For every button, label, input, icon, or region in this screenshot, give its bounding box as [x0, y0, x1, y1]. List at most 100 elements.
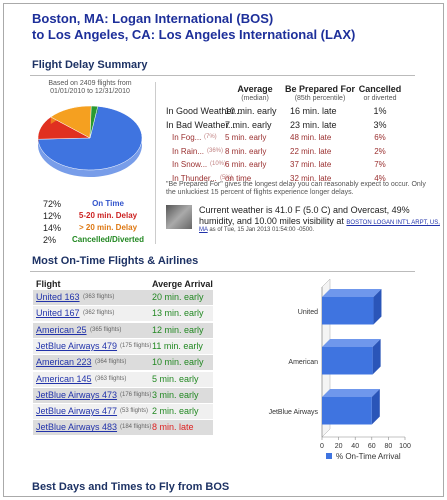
flight-link[interactable]: JetBlue Airways 477 [36, 406, 118, 417]
title: to Los Angeles, CA: Los Angeles Internat… [32, 27, 356, 42]
flight-count: (362 flights) [83, 310, 115, 317]
note: "Be Prepared For" gives the longest dela… [166, 181, 426, 188]
cell: 1% [373, 106, 387, 116]
column-subheader: or diverted [363, 95, 397, 102]
frame [3, 3, 444, 497]
cell: 37 min. late [290, 160, 332, 169]
flight-link[interactable]: American 223 [36, 357, 92, 368]
arrival: 10 min. early [152, 357, 204, 368]
flight-count: (175 flights) [120, 342, 152, 349]
flight-link[interactable]: American 145 [36, 373, 92, 384]
legend-swatch [326, 453, 332, 459]
y-tick-label: JetBlue Airways [269, 409, 319, 416]
column-subheader: (85th percentile) [294, 95, 346, 102]
based-on: Based on 2409 flights from [48, 80, 132, 87]
table-row [33, 338, 213, 354]
flight-count: (184 flights) [120, 424, 152, 431]
weather-text: Current weather is 41.0 F (5.0 C) and Ov… [199, 205, 410, 215]
column-subheader: (median) [241, 95, 269, 102]
flight-link[interactable]: JetBlue Airways 479 [36, 340, 118, 351]
arrival: 3 min. early [152, 389, 199, 400]
cell: 32 min. late [290, 173, 332, 183]
legend-value: 2% [43, 235, 57, 245]
weather-time: as of Tue, 15 Jan 2013 01:54:00 -0500. [209, 227, 315, 233]
title: Boston, MA: Logan International (BOS) [32, 11, 274, 26]
cell: 6 min. early [225, 160, 267, 169]
weather-text: humidity, and 10.00 miles visibility at [199, 216, 344, 226]
cell: 23 min. late [290, 119, 337, 130]
rule [30, 75, 415, 76]
cell: 5 min. early [225, 133, 267, 142]
cell: 8 min. early [225, 146, 267, 156]
x-tick-label: 40 [351, 443, 359, 450]
flight-count: (53 flights) [120, 408, 149, 415]
section-heading: Flight Delay Summary [32, 59, 148, 71]
row-label: In Snow... [172, 160, 208, 169]
bar [322, 397, 372, 425]
cell: 2% [374, 146, 386, 156]
row-label: In Rain... [172, 146, 205, 156]
bar-top [322, 339, 381, 347]
arrival: 13 min. early [152, 308, 204, 319]
row-label: In Good Weather... [166, 106, 242, 116]
cell: 3% [373, 119, 387, 130]
arrival: 5 min. early [152, 373, 199, 384]
weather-link[interactable]: BOSTON LOGAN INT'L ARPT, US, [346, 220, 440, 226]
note: the unluckiest 15 percent of flights exp… [166, 189, 354, 196]
bar [322, 347, 373, 375]
divider [155, 82, 156, 244]
rule [30, 271, 415, 272]
table-row [33, 322, 213, 338]
legend-label: Cancelled/Diverted [71, 235, 145, 244]
arrival: 20 min. early [152, 292, 204, 302]
weather-time: MA as of Tue, 15 Jan 2013 01:54:00 -0500… [199, 227, 314, 233]
section-heading: Most On-Time Flights & Airlines [32, 255, 199, 267]
legend-label: On Time [92, 199, 124, 208]
bar-top [322, 289, 382, 297]
flight-link[interactable]: United 167 [36, 308, 80, 319]
column-header: Average [237, 84, 273, 94]
legend-value: 72% [43, 199, 62, 209]
flight-link[interactable]: JetBlue Airways 483 [36, 422, 118, 433]
y-tick-label: United [298, 309, 318, 316]
row-label: In Bad Weather... [166, 119, 236, 130]
table-row [33, 420, 213, 436]
flight-link[interactable]: JetBlue Airways 473 [36, 389, 118, 400]
flight-count: (176 flights) [120, 391, 152, 398]
x-tick-label: 0 [320, 443, 324, 450]
row-share: (36%) [207, 147, 224, 154]
weather-icon [166, 205, 192, 229]
arrival: 11 min. early [152, 340, 203, 351]
cell: 22 min. late [290, 146, 332, 156]
flight-link[interactable]: United 163 [36, 292, 80, 302]
table-row [33, 404, 213, 420]
weather-link[interactable]: MA [199, 227, 208, 233]
row-label: In Fog... [172, 133, 202, 142]
x-tick-label: 80 [385, 443, 393, 450]
flight-link[interactable]: American 25 [36, 324, 87, 335]
cell: 7% [374, 160, 386, 169]
pie-slice [89, 105, 99, 139]
y-tick-label: American [288, 359, 318, 366]
column-header: Be Prepared For [284, 84, 356, 94]
flight-count: (364 flights) [95, 359, 127, 366]
legend-label: 5-20 min. Delay [78, 211, 138, 220]
cell: 6% [374, 133, 386, 142]
based-on: 01/01/2010 to 12/31/2010 [50, 88, 130, 95]
legend-value: 14% [43, 223, 62, 233]
weather-text: humidity, and 10.00 miles visibility at … [199, 216, 440, 226]
arrival: 12 min. early [152, 324, 204, 335]
arrival: 2 min. early [152, 406, 199, 417]
cell: 7 min. early [225, 119, 272, 130]
row-label: In Thunder... [172, 173, 217, 183]
cell: on time [225, 173, 252, 183]
bar-side [371, 389, 380, 425]
flight-count: (363 flights) [83, 294, 115, 300]
cell: 4% [374, 173, 386, 183]
row-share: (10%) [210, 161, 227, 167]
row-share: (7%) [204, 134, 217, 140]
section-heading: Best Days and Times to Fly from BOS [32, 481, 230, 493]
column-header: Flight [36, 279, 61, 289]
flight-count: (363 flights) [95, 375, 127, 382]
